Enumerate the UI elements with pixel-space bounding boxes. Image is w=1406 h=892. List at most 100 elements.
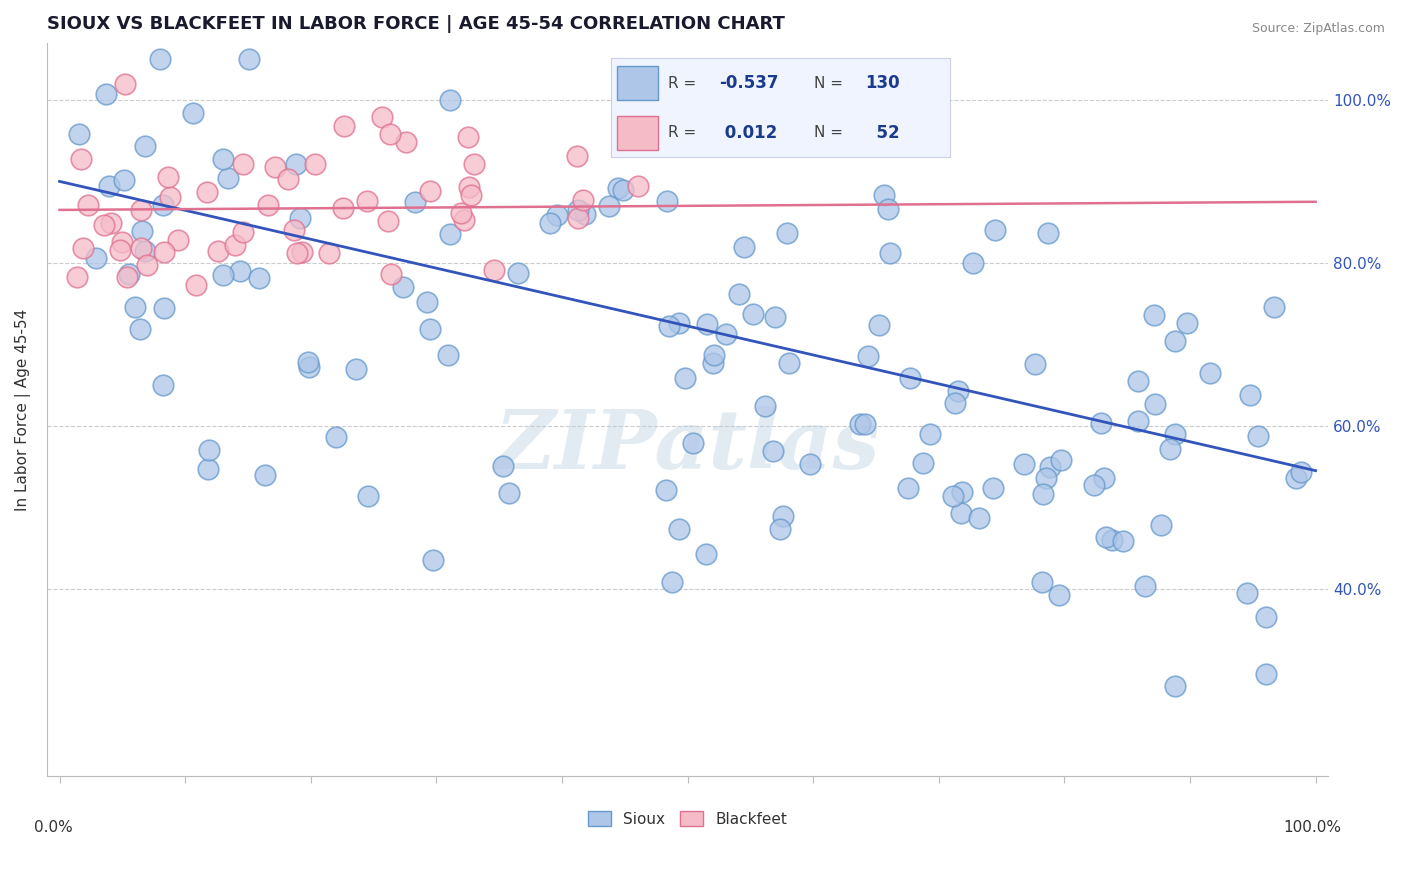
Point <box>1024 357 1046 371</box>
Point <box>153 301 176 316</box>
Point <box>207 244 229 259</box>
Point <box>419 184 441 198</box>
Point <box>911 456 934 470</box>
Point <box>655 194 678 209</box>
Point <box>1047 588 1070 602</box>
Point <box>858 349 880 363</box>
Point <box>380 267 402 281</box>
Point <box>380 127 402 141</box>
Point <box>232 157 254 171</box>
Point <box>1175 316 1198 330</box>
Point <box>762 444 785 458</box>
Point <box>256 198 278 212</box>
Point <box>703 348 725 362</box>
Point <box>1101 533 1123 547</box>
Point <box>702 356 724 370</box>
Point <box>422 553 444 567</box>
Point <box>898 371 921 385</box>
Point <box>1050 452 1073 467</box>
Text: 0.0%: 0.0% <box>34 820 73 835</box>
Point <box>849 417 872 431</box>
Point <box>772 509 794 524</box>
Point <box>1039 460 1062 475</box>
Point <box>129 241 152 255</box>
Point <box>1199 366 1222 380</box>
Point <box>291 244 314 259</box>
Point <box>224 238 246 252</box>
Point <box>114 77 136 91</box>
Point <box>943 396 966 410</box>
Point <box>763 310 786 325</box>
Point <box>458 180 481 194</box>
Point <box>695 547 717 561</box>
Point <box>612 183 634 197</box>
Point <box>1094 530 1116 544</box>
Point <box>283 223 305 237</box>
Y-axis label: In Labor Force | Age 45-54: In Labor Force | Age 45-54 <box>15 309 31 510</box>
Point <box>238 52 260 66</box>
Point <box>1150 518 1173 533</box>
Point <box>247 271 270 285</box>
Point <box>574 207 596 221</box>
Point <box>65 269 87 284</box>
Point <box>1163 426 1185 441</box>
Point <box>984 223 1007 237</box>
Point <box>733 240 755 254</box>
Point <box>371 111 394 125</box>
Point <box>285 157 308 171</box>
Point <box>627 178 650 193</box>
Point <box>492 459 515 474</box>
Point <box>1289 466 1312 480</box>
Point <box>134 139 156 153</box>
Point <box>1031 574 1053 589</box>
Point <box>778 356 800 370</box>
Point <box>619 112 641 126</box>
Point <box>212 152 235 166</box>
Point <box>277 172 299 186</box>
Point <box>1247 428 1270 442</box>
Point <box>696 318 718 332</box>
Point <box>508 266 530 280</box>
Point <box>1133 579 1156 593</box>
Point <box>356 194 378 208</box>
Point <box>436 347 458 361</box>
Point <box>404 194 426 209</box>
Point <box>1164 679 1187 693</box>
Point <box>186 277 208 292</box>
Text: 100.0%: 100.0% <box>1282 820 1341 835</box>
Point <box>950 506 973 520</box>
Point <box>288 211 311 225</box>
Point <box>298 360 321 375</box>
Point <box>392 280 415 294</box>
Point <box>1256 667 1278 681</box>
Point <box>942 489 965 503</box>
Point <box>124 300 146 314</box>
Point <box>198 442 221 457</box>
Point <box>1254 610 1277 624</box>
Point <box>1143 397 1166 411</box>
Point <box>115 270 138 285</box>
Legend: Sioux, Blackfeet: Sioux, Blackfeet <box>581 804 794 835</box>
Point <box>1142 308 1164 322</box>
Point <box>131 223 153 237</box>
Point <box>118 267 141 281</box>
Point <box>1128 374 1150 388</box>
Point <box>134 244 156 259</box>
Point <box>754 399 776 413</box>
Point <box>67 127 90 141</box>
Point <box>72 241 94 255</box>
Point <box>254 467 277 482</box>
Point <box>166 233 188 247</box>
Point <box>853 417 876 431</box>
Point <box>983 481 1005 495</box>
Point <box>879 245 901 260</box>
Point <box>727 287 749 301</box>
Point <box>149 52 172 66</box>
Point <box>538 216 561 230</box>
Point <box>100 216 122 230</box>
Point <box>668 316 690 330</box>
Point <box>333 120 356 134</box>
Point <box>567 211 589 225</box>
Point <box>868 318 890 332</box>
Point <box>741 307 763 321</box>
